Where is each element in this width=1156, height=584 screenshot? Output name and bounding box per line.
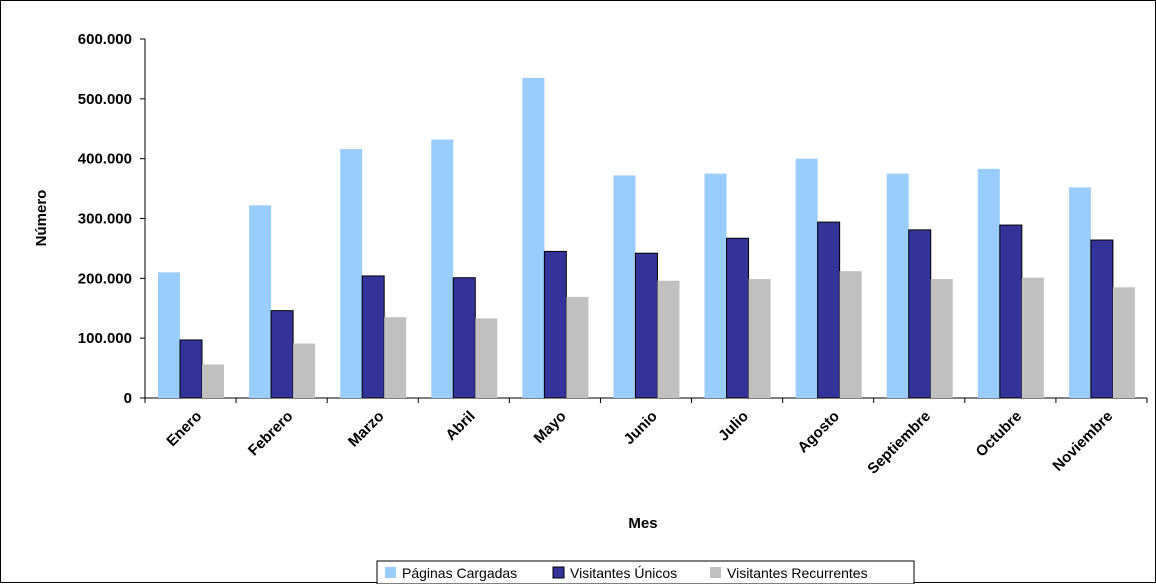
bar-paginas-cargadas	[977, 168, 1000, 398]
bar-visitantes-unicos	[179, 339, 203, 399]
x-tick-label: Enero	[163, 408, 205, 450]
legend-label-visitantes-unicos: Visitantes Únicos	[570, 565, 677, 581]
bar-paginas-cargadas	[704, 173, 727, 398]
bar-paginas-cargadas	[158, 272, 180, 398]
x-tick-label: Mayo	[531, 408, 570, 447]
bar-visitantes-recurrentes	[384, 317, 407, 398]
legend-swatch-paginas-cargadas	[385, 567, 396, 578]
x-tick-label: Marzo	[345, 408, 388, 451]
bar-visitantes-unicos	[817, 221, 841, 399]
bar-visitantes-unicos	[452, 277, 476, 399]
y-tick-label: 200.000	[78, 270, 132, 287]
y-tick-label: 600.000	[78, 31, 132, 48]
y-axis-ticks: 0 100.000 200.000 300.000 400.000 500.000 600.…	[78, 31, 145, 407]
legend-frame	[376, 560, 915, 584]
bar-visitantes-recurrentes	[293, 343, 316, 398]
y-tick-label: 0	[124, 390, 132, 407]
bar-visitantes-recurrentes	[566, 296, 589, 398]
x-tick-label: Febrero	[245, 408, 297, 460]
bar-visitantes-recurrentes	[475, 318, 498, 398]
bar-visitantes-recurrentes	[657, 280, 680, 398]
x-tick-label: Agosto	[794, 408, 843, 457]
bar-visitantes-recurrentes	[748, 278, 771, 398]
x-tick-label: Septiembre	[864, 408, 934, 478]
x-tick-label: Julio	[715, 408, 752, 445]
y-tick-label: 500.000	[78, 91, 132, 108]
x-tick-label: Octubre	[973, 408, 1026, 461]
bar-visitantes-unicos	[726, 237, 750, 399]
bar-paginas-cargadas	[249, 205, 272, 398]
bar-paginas-cargadas	[431, 139, 454, 398]
x-tick-label: Noviembre	[1049, 408, 1116, 475]
legend-swatch-visitantes-unicos	[552, 566, 565, 579]
x-tick-label: Abril	[442, 408, 478, 444]
bar-visitantes-unicos	[270, 310, 294, 399]
legend-label-visitantes-recurrentes: Visitantes Recurrentes	[727, 565, 868, 581]
bar-visitantes-unicos	[999, 224, 1023, 399]
x-axis-title: Mes	[628, 515, 657, 532]
bar-visitantes-recurrentes	[930, 278, 953, 398]
legend-label-paginas-cargadas: Páginas Cargadas	[402, 565, 517, 581]
y-axis-title: Número	[33, 190, 50, 247]
x-axis-ticks: Enero Febrero Marzo Abril Mayo Junio Julio Agos…	[144, 398, 1148, 478]
bar-visitantes-unicos	[543, 250, 567, 399]
bar-paginas-cargadas	[886, 173, 909, 398]
bars	[158, 77, 1135, 399]
y-tick-label: 300.000	[78, 211, 132, 228]
bar-paginas-cargadas	[340, 149, 363, 398]
bar-visitantes-recurrentes	[202, 364, 224, 398]
bar-visitantes-unicos	[908, 229, 932, 399]
bar-visitantes-unicos	[634, 252, 658, 399]
y-tick-label: 100.000	[78, 330, 132, 347]
bar-paginas-cargadas	[1068, 187, 1091, 398]
bar-paginas-cargadas	[613, 175, 636, 398]
bar-paginas-cargadas	[795, 158, 818, 398]
bar-paginas-cargadas	[522, 77, 545, 399]
legend-swatch-visitantes-recurrentes	[710, 567, 721, 578]
bar-visitantes-recurrentes	[839, 271, 862, 398]
bar-visitantes-unicos	[1090, 239, 1114, 399]
legend: Páginas Cargadas Visitantes Únicos Visit…	[376, 560, 915, 584]
bar-visitantes-recurrentes	[1021, 277, 1044, 398]
bar-visitantes-unicos	[361, 275, 385, 399]
bar-visitantes-recurrentes	[1112, 287, 1135, 398]
x-tick-label: Junio	[621, 408, 661, 448]
y-tick-label: 400.000	[78, 151, 132, 168]
